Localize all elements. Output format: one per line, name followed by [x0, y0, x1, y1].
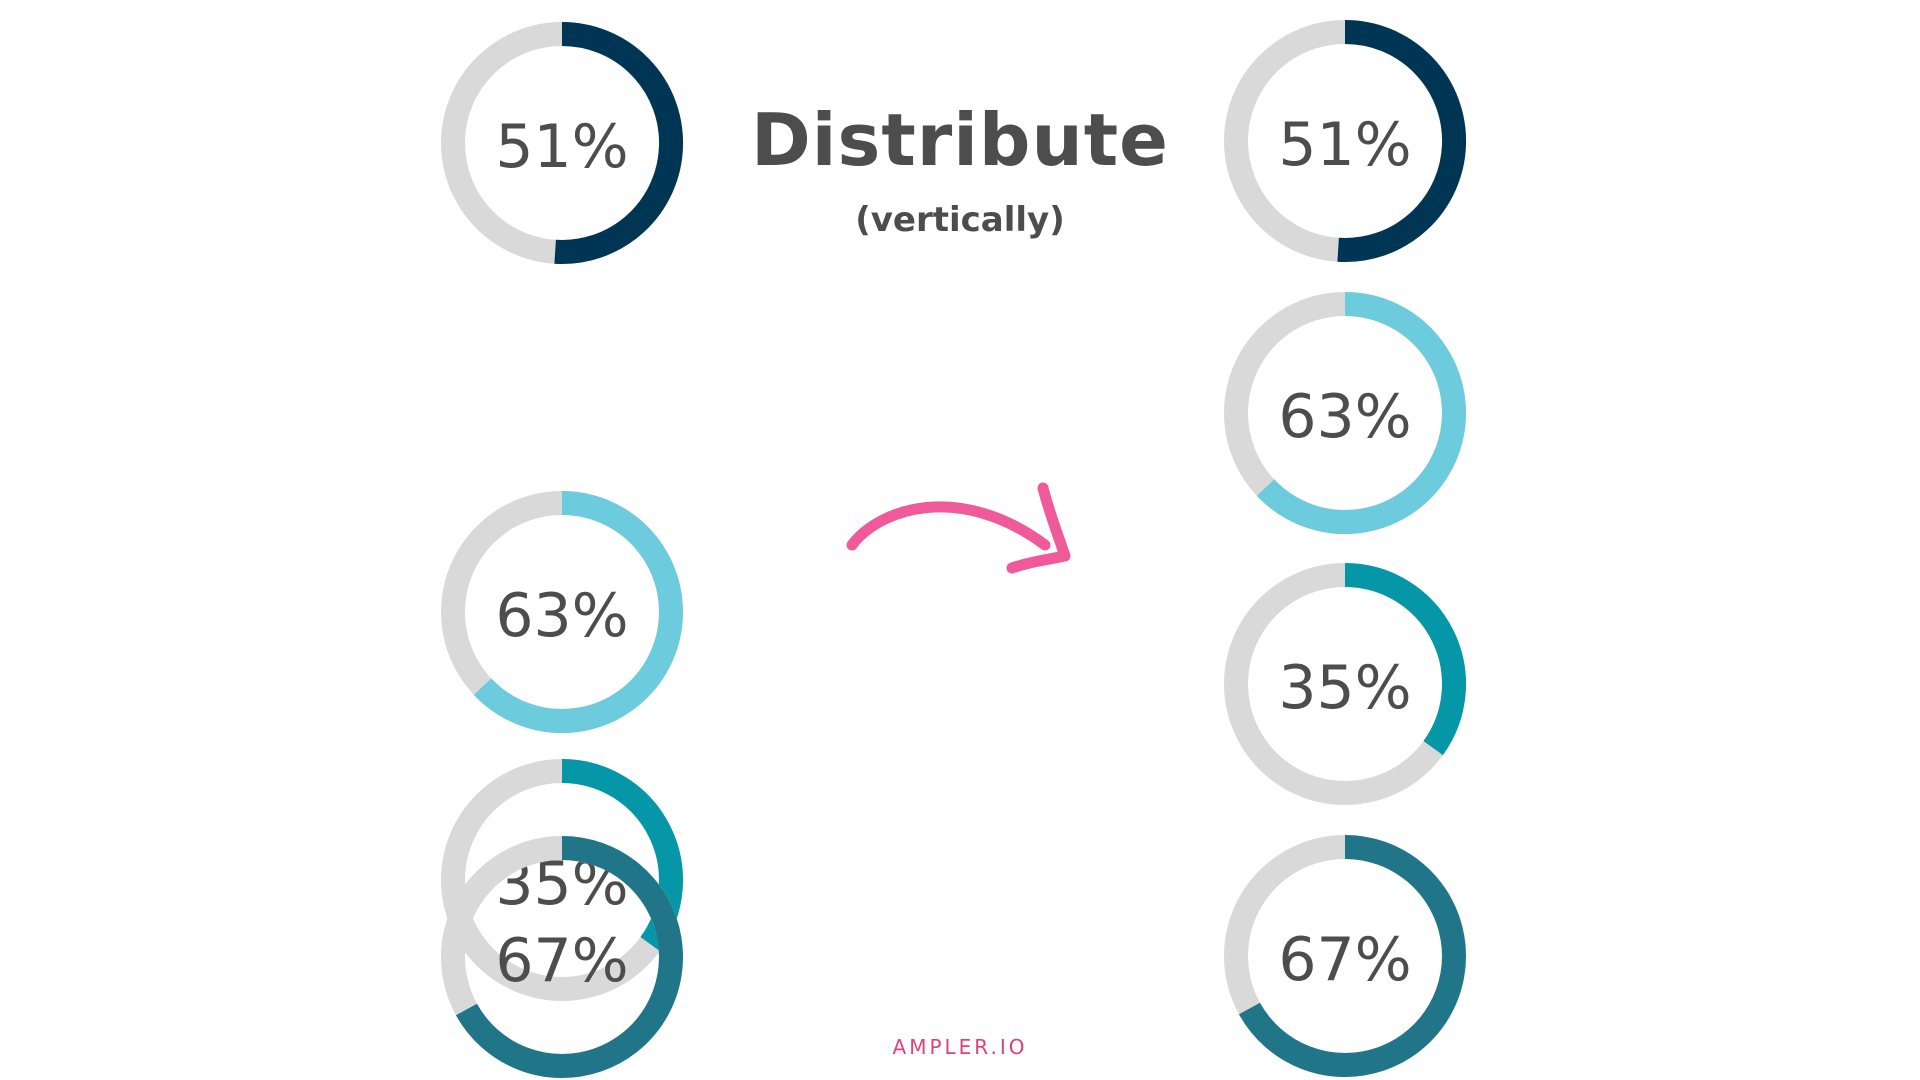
- before-gauges: 51% 63% 35%67%: [441, 22, 684, 1078]
- gauge-progress-arc: [1344, 563, 1466, 756]
- before-gauge-1: 51%: [441, 22, 684, 264]
- after-gauges: 51% 63% 35% 67%: [1224, 20, 1467, 1077]
- gauge-label: 35%: [1278, 653, 1411, 723]
- after-gauge-4: 67%: [1224, 835, 1466, 1077]
- gauge-label: 67%: [495, 926, 628, 996]
- before-gauge-4: 67%: [441, 836, 683, 1078]
- gauge-progress-arc: [1238, 835, 1466, 1077]
- gauge-label: 63%: [1278, 382, 1411, 452]
- curved-arrow-icon: [846, 482, 1071, 574]
- gauge-label: 63%: [495, 581, 628, 651]
- gauge-progress-arc: [1337, 20, 1467, 262]
- before-gauge-3: 35%: [441, 759, 683, 1001]
- gauge-label: 67%: [1278, 925, 1411, 995]
- after-gauge-2: 63%: [1224, 292, 1466, 534]
- after-gauge-3: 35%: [1224, 563, 1466, 805]
- after-gauge-1: 51%: [1224, 20, 1467, 262]
- gauge-label: 51%: [1278, 110, 1411, 180]
- gauge-label: 51%: [495, 112, 628, 182]
- gauge-progress-arc: [455, 836, 683, 1078]
- gauge-progress-arc: [473, 491, 683, 733]
- before-gauge-2: 63%: [441, 491, 683, 733]
- gauge-progress-arc: [1256, 292, 1466, 534]
- gauge-progress-arc: [554, 22, 684, 264]
